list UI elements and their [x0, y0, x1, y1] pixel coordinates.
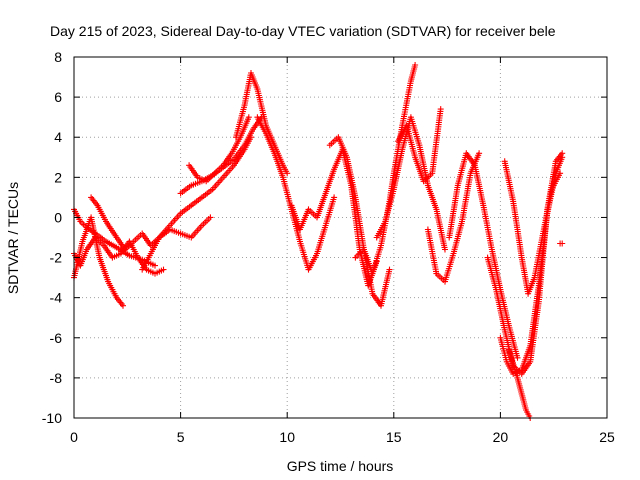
series-arc-13: [352, 62, 419, 277]
series-arc-14: [373, 114, 448, 253]
data-point: [559, 240, 566, 247]
x-tick-label: 5: [177, 429, 185, 445]
series-arc-9: [233, 70, 291, 177]
x-tick-label: 25: [599, 429, 615, 445]
chart-title: Day 215 of 2023, Sidereal Day-to-day VTE…: [50, 23, 556, 39]
series-arc-8: [186, 114, 252, 185]
series-arc-6: [147, 214, 214, 249]
series-marker-trail: [425, 152, 482, 283]
series-marker-trail: [446, 152, 520, 359]
x-axis-title: GPS time / hours: [287, 458, 394, 474]
series-arc-4: [88, 194, 154, 253]
x-tick-label: 10: [279, 429, 295, 445]
plot-frame: [73, 56, 608, 419]
series-arc-5: [139, 134, 254, 273]
series-marker-trail: [140, 136, 253, 271]
y-tick-label: -6: [50, 330, 63, 346]
x-tick-label: 15: [386, 429, 402, 445]
series-arc-20: [501, 158, 564, 297]
y-axis-title: SDTVAR / TECUs: [5, 182, 21, 294]
series-marker-trail: [328, 135, 392, 307]
y-tick-label: -2: [50, 250, 63, 266]
series-arc-21: [505, 346, 534, 421]
x-tick-label: 0: [70, 429, 78, 445]
series-arc-3: [71, 206, 158, 269]
y-tick-label: 0: [54, 209, 62, 225]
y-tick-label: 6: [54, 89, 62, 105]
y-tick-label: 8: [54, 49, 62, 65]
series-marker-trail: [396, 108, 444, 183]
y-tick-label: 4: [54, 129, 62, 145]
data-series: [71, 62, 566, 421]
series-arc-15: [395, 106, 444, 185]
axis-ticks: 0 5 10 15 20 25 -10 -8 -6 -4 -2 0 2 4 6 8: [42, 49, 615, 445]
y-tick-label: -8: [50, 370, 63, 386]
series-arc-16: [424, 150, 483, 285]
y-tick-label: -4: [50, 290, 63, 306]
y-tick-label: 2: [54, 169, 62, 185]
series-marker-trail: [233, 72, 290, 175]
y-tick-label: -10: [42, 410, 62, 426]
series-marker-trail: [187, 116, 251, 184]
series-arc-17: [446, 150, 521, 361]
series-marker-trail: [72, 208, 156, 268]
series-marker-trail: [149, 216, 212, 247]
series-arc-22: [557, 240, 566, 247]
x-tick-label: 20: [493, 429, 509, 445]
series-marker-trail: [506, 349, 533, 419]
series-arc-7: [177, 114, 265, 197]
series-marker-trail: [502, 160, 562, 295]
series-marker-trail: [179, 115, 264, 195]
series-marker-trail: [89, 196, 153, 251]
